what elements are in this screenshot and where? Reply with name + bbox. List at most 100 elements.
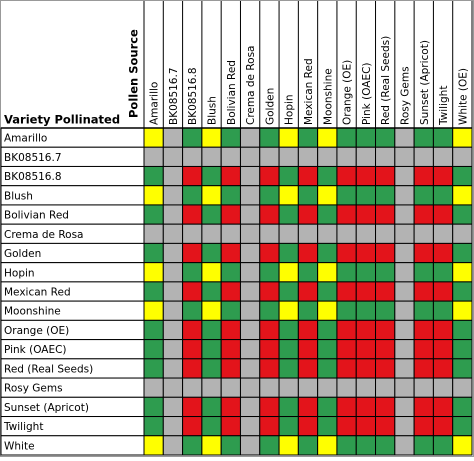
cell	[375, 204, 396, 225]
cell	[259, 204, 280, 225]
cell	[259, 146, 280, 167]
row-label: BK08516.7	[4, 152, 62, 164]
cell	[413, 435, 434, 456]
cell	[394, 204, 415, 225]
cell	[201, 435, 222, 456]
cell	[375, 300, 396, 321]
row-label: Mexican Red	[4, 287, 71, 299]
cell	[143, 281, 164, 302]
cell	[239, 165, 261, 187]
cell	[317, 358, 338, 379]
cell	[317, 319, 338, 341]
cell	[201, 204, 222, 225]
cell	[259, 396, 280, 418]
cell	[182, 127, 203, 148]
cell	[143, 165, 164, 187]
cell	[355, 435, 377, 456]
cell	[375, 242, 396, 264]
cell	[162, 435, 184, 456]
cell	[162, 146, 184, 167]
cell	[355, 146, 377, 167]
cell	[394, 146, 415, 167]
cell	[452, 185, 473, 206]
cell	[297, 127, 319, 148]
column-label: BK08516.7	[168, 67, 180, 125]
cell	[452, 396, 473, 418]
cell	[317, 204, 338, 225]
cell	[201, 358, 222, 379]
cell	[259, 185, 280, 206]
cell	[220, 281, 241, 302]
cell	[394, 242, 415, 264]
cell	[278, 435, 299, 456]
cell	[259, 242, 280, 264]
cell	[317, 185, 338, 206]
cell	[413, 377, 434, 398]
cell	[162, 396, 184, 418]
cell	[432, 127, 454, 148]
cell	[220, 339, 241, 360]
cell	[452, 319, 473, 341]
cell	[432, 416, 454, 437]
cell	[413, 242, 434, 264]
cell	[278, 358, 299, 379]
cell	[297, 223, 319, 244]
cell	[297, 435, 319, 456]
column-label: Red (Real Seeds)	[380, 36, 392, 125]
row-label: Blush	[4, 190, 33, 202]
cell	[297, 262, 319, 283]
cell	[201, 242, 222, 264]
cell	[317, 377, 338, 398]
cell	[278, 185, 299, 206]
cell	[162, 204, 184, 225]
cell	[336, 281, 357, 302]
column-label: Crema de Rosa	[245, 46, 257, 126]
cell	[259, 165, 280, 187]
cell	[182, 339, 203, 360]
cell	[394, 165, 415, 187]
row-label: Moonshine	[4, 306, 61, 318]
cell	[355, 185, 377, 206]
cell	[452, 300, 473, 321]
cell	[162, 358, 184, 379]
cell	[432, 165, 454, 187]
cell	[452, 435, 473, 456]
cell	[297, 319, 319, 341]
column-label: Sunset (Apricot)	[419, 40, 431, 125]
cell	[297, 146, 319, 167]
cell	[413, 185, 434, 206]
cell	[201, 319, 222, 341]
cell	[432, 242, 454, 264]
cell	[259, 262, 280, 283]
column-label: Rosy Gems	[399, 66, 411, 125]
cell	[452, 358, 473, 379]
cell	[278, 165, 299, 187]
cell	[278, 416, 299, 437]
cell	[201, 396, 222, 418]
cell	[413, 416, 434, 437]
cell	[375, 396, 396, 418]
cell	[143, 185, 164, 206]
cell	[220, 185, 241, 206]
cell	[162, 416, 184, 437]
cell	[317, 300, 338, 321]
cell	[143, 300, 164, 321]
cell	[432, 377, 454, 398]
cell	[355, 204, 377, 225]
cell	[162, 319, 184, 341]
cell	[143, 416, 164, 437]
row-label: Amarillo	[4, 133, 47, 145]
column-label: Orange (OE)	[342, 60, 354, 125]
cell	[162, 300, 184, 321]
cell	[355, 242, 377, 264]
row-title: Variety Pollinated	[4, 113, 120, 127]
cell	[355, 127, 377, 148]
cell	[239, 185, 261, 206]
cell	[297, 300, 319, 321]
cell	[220, 165, 241, 187]
cell	[162, 185, 184, 206]
cell	[375, 185, 396, 206]
cell	[375, 319, 396, 341]
cell	[201, 223, 222, 244]
